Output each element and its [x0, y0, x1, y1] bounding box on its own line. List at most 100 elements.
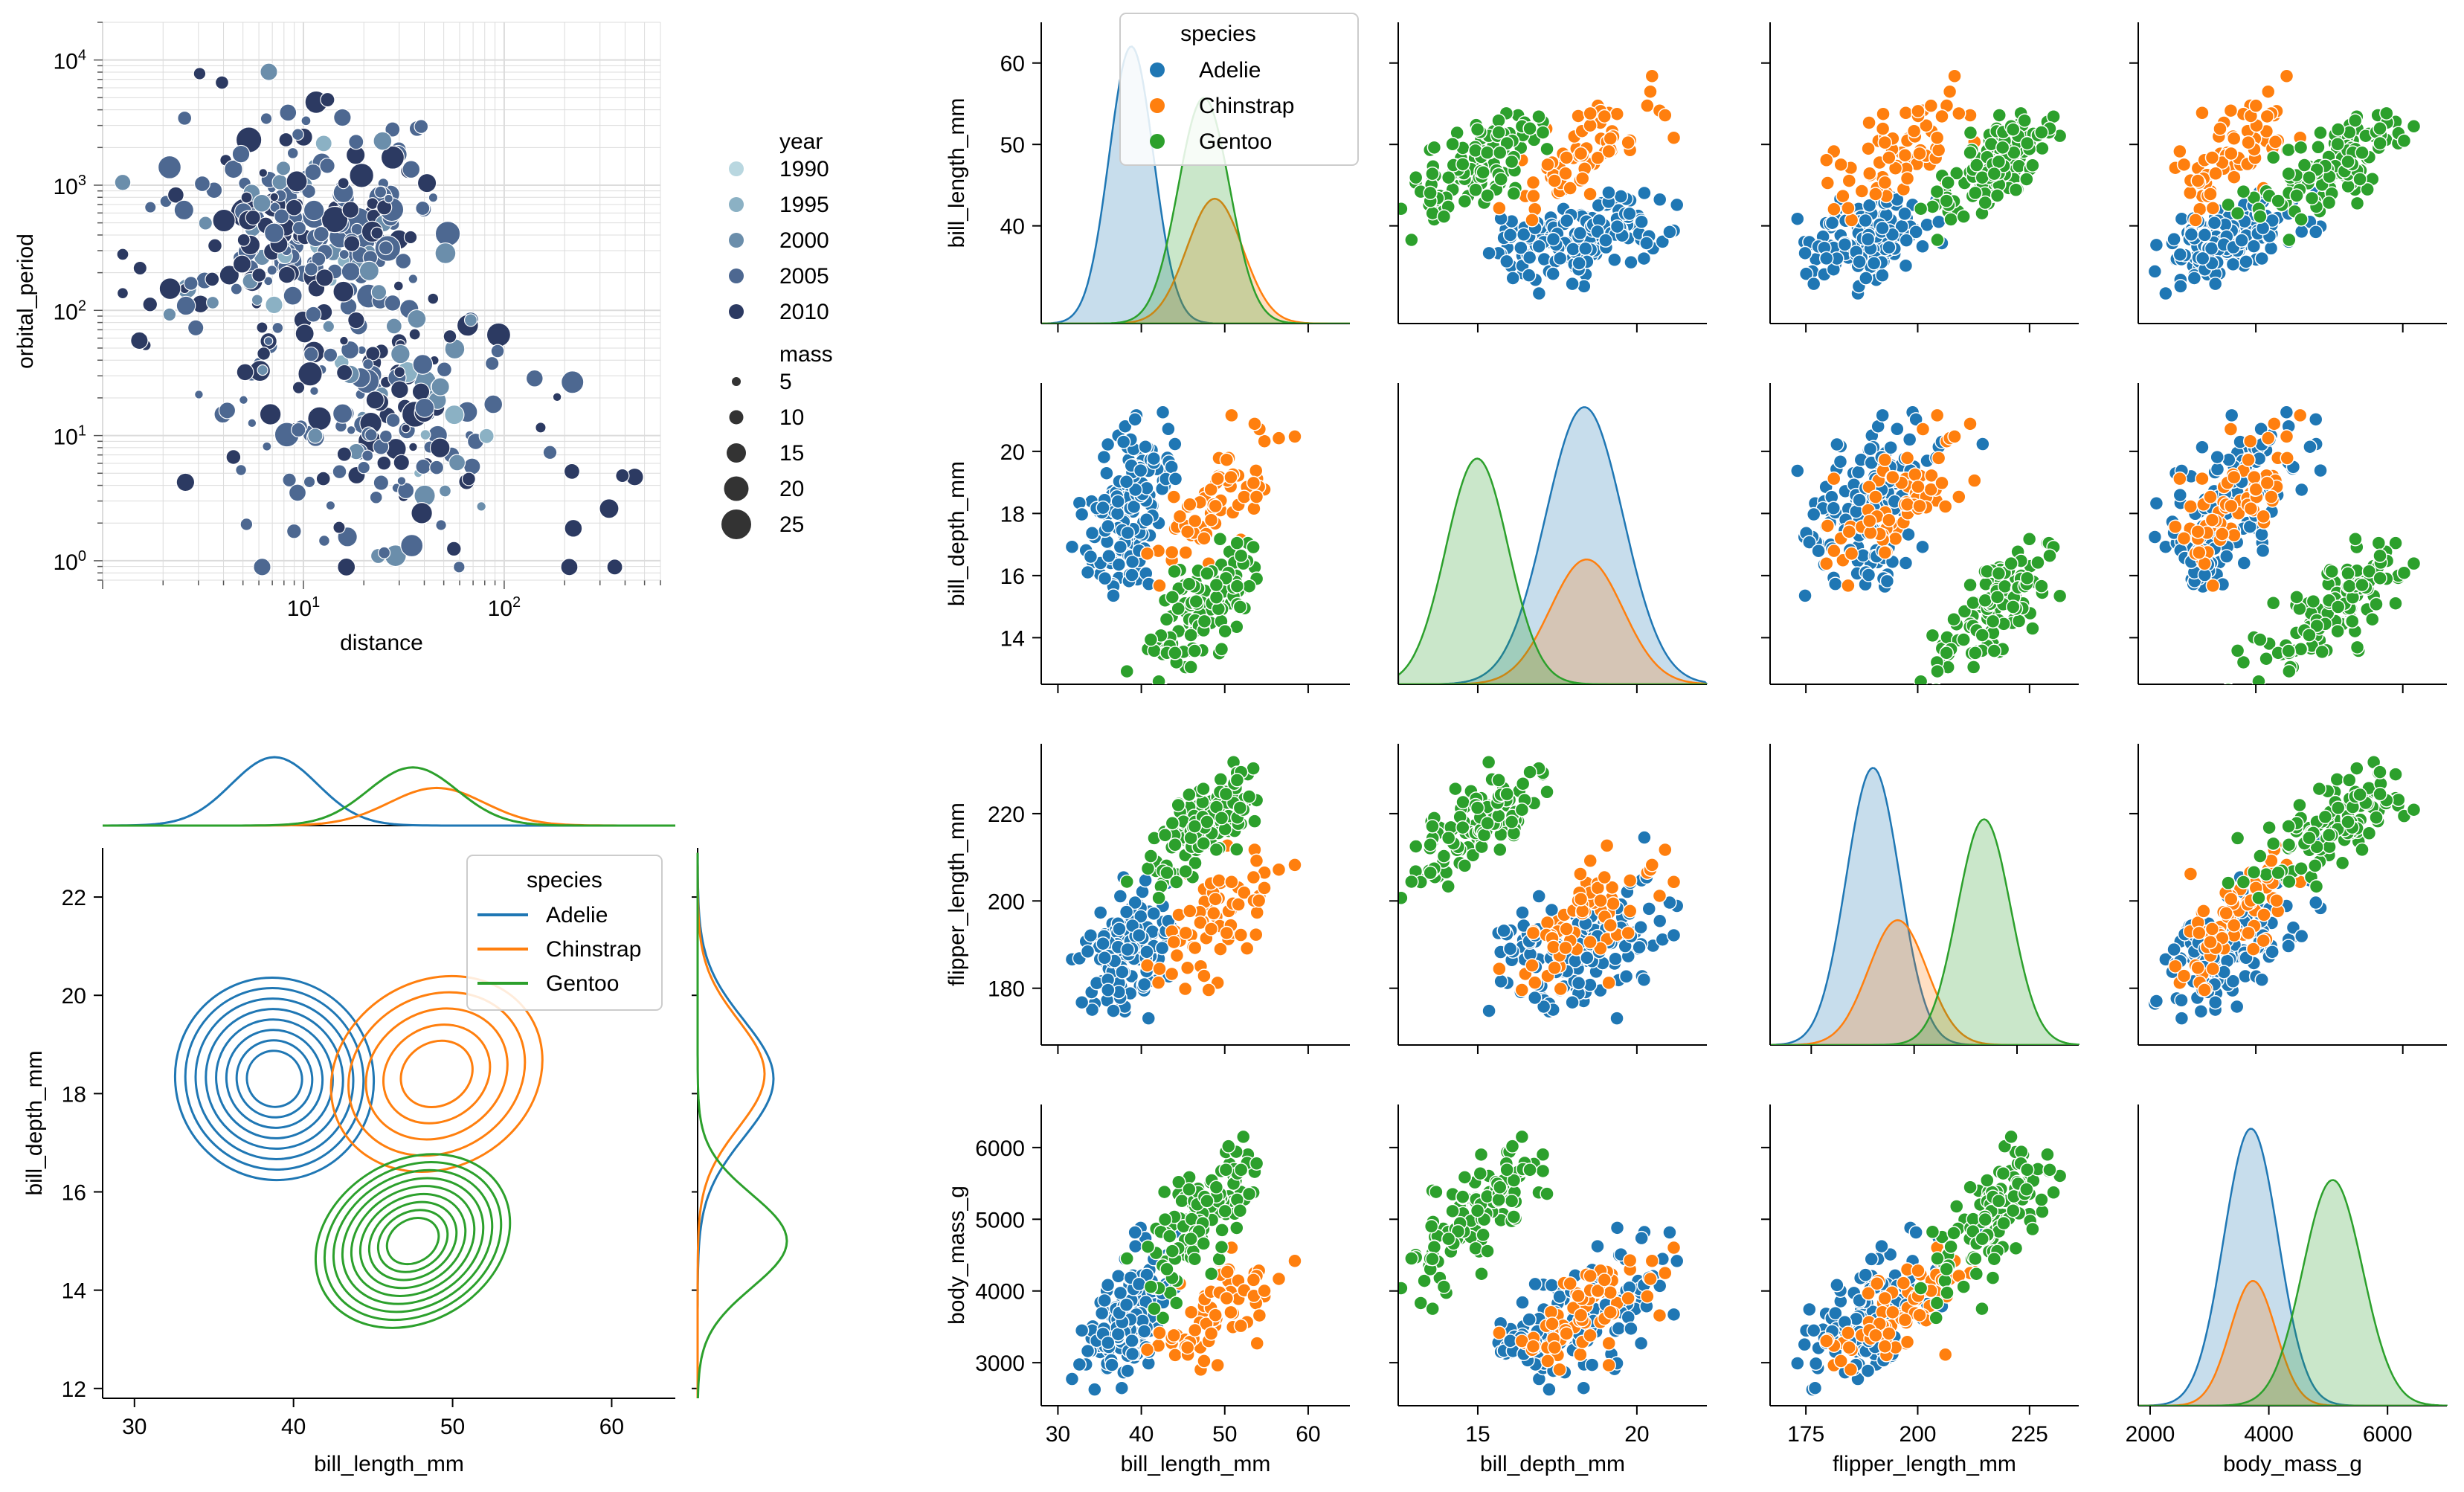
- pair-plot-area: [1399, 406, 1708, 684]
- point-chinstrap: [1178, 925, 1193, 941]
- y-tick-label: 16: [62, 1181, 86, 1206]
- point-gentoo: [1399, 1314, 1400, 1322]
- x-tick-label: 40: [1129, 1422, 1154, 1447]
- x-tick-label: 101: [287, 594, 321, 621]
- point-gentoo: [1455, 820, 1470, 835]
- planet-point: [237, 233, 251, 247]
- planet-point: [288, 483, 307, 502]
- point-gentoo: [1200, 814, 1215, 829]
- y-axis-label: orbital_period: [13, 234, 38, 369]
- point-chinstrap: [1257, 881, 1272, 895]
- point-chinstrap: [1640, 1289, 1655, 1304]
- point-adelie: [1908, 225, 1923, 239]
- point-adelie: [1632, 939, 1647, 955]
- point-adelie: [1559, 213, 1574, 228]
- point-gentoo: [1168, 646, 1183, 660]
- point-chinstrap: [1833, 157, 1848, 173]
- point-adelie: [1139, 945, 1154, 959]
- point-chinstrap: [1622, 873, 1638, 888]
- marginal-curve-chinstrap: [103, 786, 675, 827]
- pair-plot-area: [2147, 68, 2422, 301]
- point-adelie: [1633, 1336, 1649, 1351]
- point-adelie: [2173, 279, 2188, 294]
- point-adelie: [2172, 247, 2188, 263]
- point-chinstrap: [2168, 519, 2183, 535]
- pair-plot-area: [1790, 1129, 2068, 1397]
- y-tick-label: 20: [62, 984, 86, 1009]
- planet-point: [307, 428, 324, 444]
- point-adelie: [1542, 1382, 1557, 1397]
- point-chinstrap: [2213, 121, 2227, 136]
- point-gentoo: [1147, 1301, 1162, 1316]
- point-gentoo: [1232, 1203, 1248, 1218]
- point-gentoo: [1249, 1156, 1264, 1171]
- point-gentoo: [1468, 143, 1483, 158]
- point-chinstrap: [2269, 893, 2284, 908]
- point-gentoo: [1246, 539, 1261, 555]
- point-gentoo: [2025, 621, 2040, 636]
- planet-point: [303, 346, 319, 362]
- point-gentoo: [1913, 674, 1929, 684]
- point-chinstrap: [1888, 531, 1903, 547]
- point-adelie: [1125, 1334, 1139, 1348]
- point-gentoo: [1445, 137, 1460, 152]
- x-tick-label: 15: [1465, 1422, 1490, 1447]
- point-chinstrap: [1573, 146, 1589, 161]
- point-gentoo: [2317, 809, 2333, 825]
- point-chinstrap: [2227, 131, 2242, 146]
- point-gentoo: [2008, 182, 2024, 197]
- y-tick-label: 14: [1000, 626, 1025, 651]
- planet-point: [260, 62, 278, 81]
- planet-point: [263, 336, 274, 346]
- point-chinstrap: [1931, 143, 1946, 158]
- point-gentoo: [1241, 579, 1257, 594]
- planet-point: [414, 397, 435, 418]
- point-adelie: [1898, 258, 1914, 273]
- planet-point: [247, 418, 257, 428]
- planet-point: [315, 269, 334, 287]
- planet-point: [224, 159, 243, 179]
- point-gentoo: [1183, 1231, 1198, 1247]
- planet-point: [315, 471, 331, 486]
- planet-point: [162, 307, 177, 322]
- point-gentoo: [2034, 579, 2049, 594]
- y-tick-label: 200: [988, 890, 1025, 914]
- point-adelie: [2254, 251, 2269, 266]
- point-gentoo: [1465, 848, 1481, 863]
- point-adelie: [2149, 994, 2164, 1009]
- point-chinstrap: [1599, 838, 1615, 853]
- point-gentoo: [1441, 830, 1456, 846]
- point-gentoo: [1218, 1162, 1234, 1177]
- planet-point: [297, 361, 323, 387]
- point-gentoo: [1504, 154, 1519, 170]
- point-gentoo: [1493, 145, 1508, 161]
- y-tick-label: 12: [62, 1377, 86, 1402]
- point-gentoo: [1499, 1162, 1514, 1177]
- y-axis-label: bill_depth_mm: [945, 461, 969, 606]
- point-gentoo: [2369, 597, 2384, 612]
- point-adelie: [1138, 872, 1153, 888]
- point-gentoo: [2321, 828, 2337, 843]
- planet-point: [369, 490, 383, 504]
- point-adelie: [1830, 1278, 1844, 1293]
- point-adelie: [1608, 951, 1623, 966]
- point-gentoo: [1991, 566, 2007, 581]
- point-gentoo: [1165, 816, 1180, 831]
- point-adelie: [1584, 1357, 1600, 1372]
- point-gentoo: [1246, 761, 1261, 776]
- x-tick-label: 200: [1899, 1422, 1936, 1447]
- point-chinstrap: [1208, 892, 1223, 907]
- point-chinstrap: [2219, 906, 2233, 921]
- planet-point: [373, 475, 390, 491]
- point-gentoo: [2355, 145, 2370, 161]
- planet-point: [271, 174, 289, 190]
- point-chinstrap: [2205, 961, 2221, 977]
- point-adelie: [1093, 905, 1108, 920]
- point-adelie: [1975, 437, 1990, 451]
- point-gentoo: [2271, 865, 2286, 881]
- planet-point: [257, 347, 271, 361]
- point-chinstrap: [1525, 958, 1540, 973]
- point-adelie: [1505, 271, 1520, 286]
- point-adelie: [2193, 1004, 2209, 1019]
